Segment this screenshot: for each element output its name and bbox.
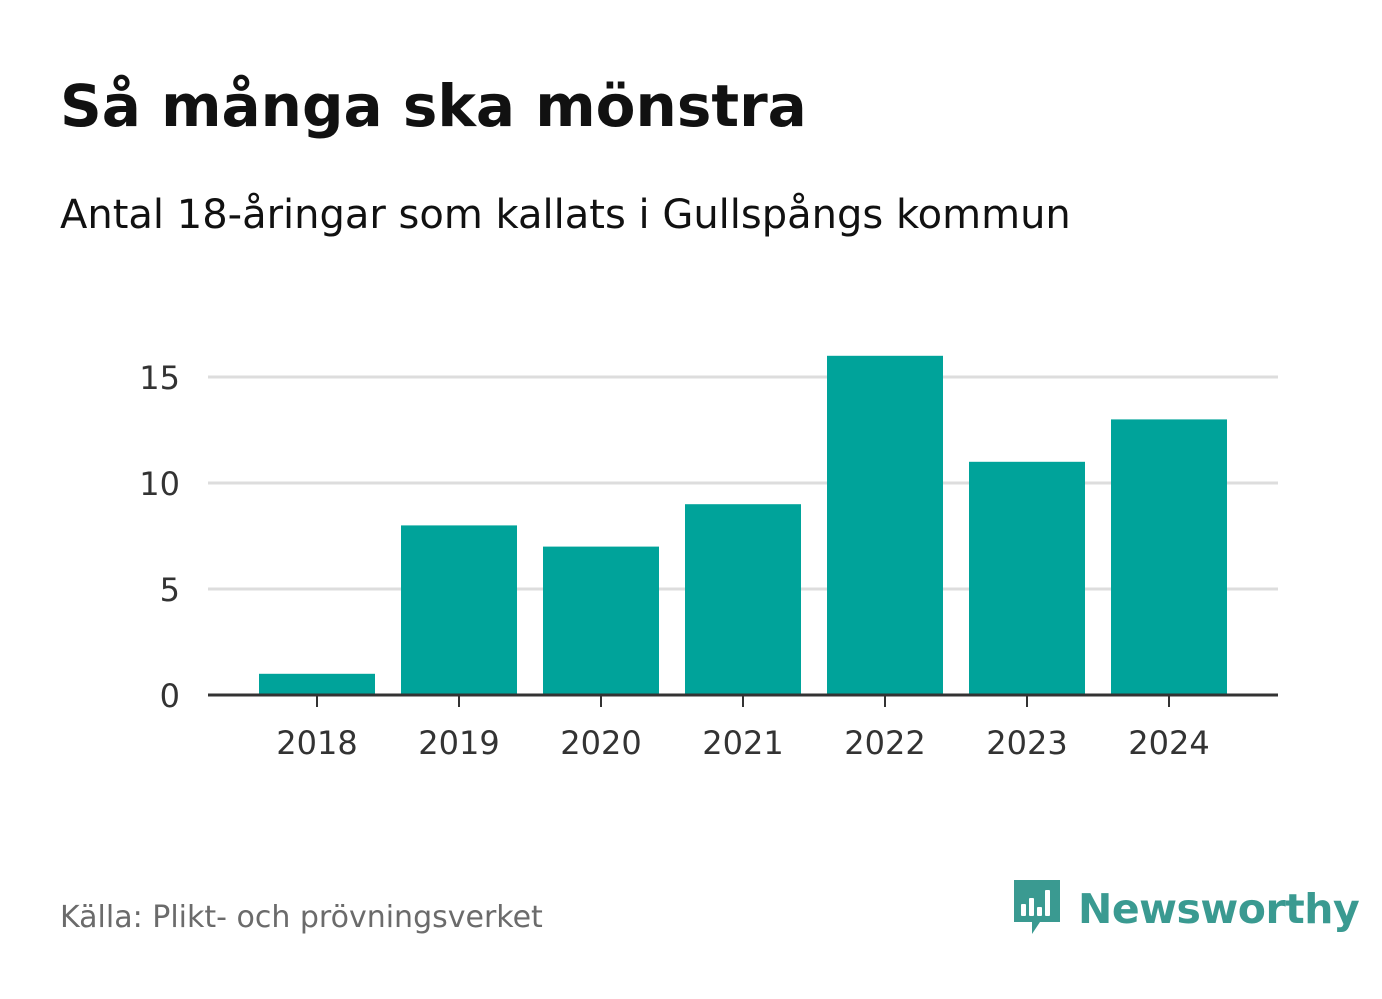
chart-subtitle: Antal 18-åringar som kallats i Gullspång…: [60, 192, 1071, 238]
y-tick-label: 10: [139, 465, 180, 503]
axes: [208, 693, 1278, 707]
x-tick-label: 2022: [844, 724, 925, 762]
source-note: Källa: Plikt- och prövningsverket: [60, 900, 543, 935]
brand-name: Newsworthy: [1078, 885, 1360, 933]
bar-2019: [401, 525, 517, 695]
y-tick-label: 5: [160, 571, 180, 609]
y-tick-label: 0: [160, 677, 180, 715]
tick-labels: 0 5 10 15 2018 2019 2020 2021 2022 2023 2024: [139, 359, 1209, 762]
newsworthy-logo-icon: [1010, 876, 1064, 942]
x-tick-label: 2024: [1128, 724, 1209, 762]
bar-2021: [685, 504, 801, 695]
brand-logo: Newsworthy: [1010, 876, 1360, 942]
bar-2024: [1111, 419, 1227, 695]
y-tick-label: 15: [139, 359, 180, 397]
bar-2023: [969, 461, 1085, 695]
x-tick-label: 2018: [276, 724, 357, 762]
x-tick-label: 2020: [560, 724, 641, 762]
x-tick-label: 2019: [418, 724, 499, 762]
bar-2020: [543, 546, 659, 695]
chart-title: Så många ska mönstra: [60, 72, 807, 140]
bar-2018: [259, 673, 375, 695]
bars: [259, 355, 1227, 695]
x-tick-label: 2021: [702, 724, 783, 762]
x-tick-label: 2023: [986, 724, 1067, 762]
bar-2022: [827, 355, 943, 695]
